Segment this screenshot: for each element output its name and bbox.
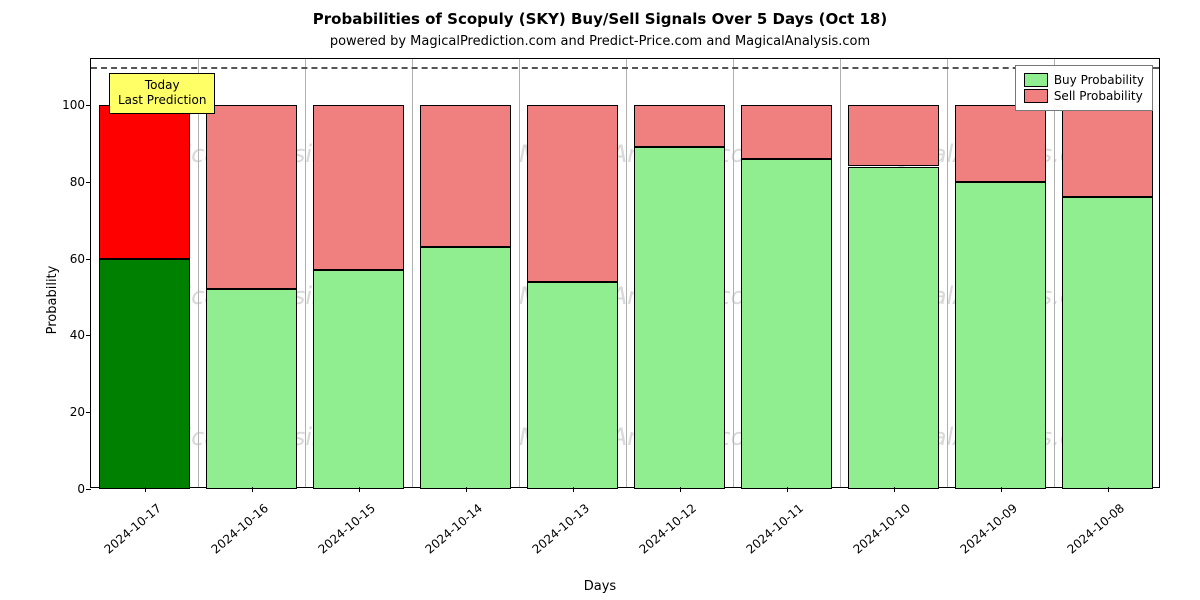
x-tick-mark	[252, 487, 253, 492]
bar-sell	[206, 105, 297, 289]
y-tick-label: 80	[49, 175, 85, 189]
gridline-vertical	[626, 59, 627, 487]
legend-label: Buy Probability	[1054, 73, 1144, 87]
y-tick-label: 100	[49, 98, 85, 112]
gridline-vertical	[840, 59, 841, 487]
x-tick-label: 2024-10-13	[521, 501, 591, 563]
annotation-today: TodayLast Prediction	[109, 73, 215, 114]
bar-buy	[206, 289, 297, 489]
plot-area: 020406080100MagicalAnalysis.comMagicalAn…	[90, 58, 1160, 488]
y-axis-label: Probability	[45, 266, 60, 335]
y-tick-label: 60	[49, 252, 85, 266]
x-tick-label: 2024-10-17	[93, 501, 163, 563]
bar-sell	[527, 105, 618, 282]
legend-swatch	[1024, 73, 1048, 87]
bar-buy	[420, 247, 511, 489]
bar-sell	[741, 105, 832, 159]
bar-sell	[313, 105, 404, 270]
gridline-vertical	[947, 59, 948, 487]
bar-sell	[848, 105, 939, 166]
x-tick-mark	[1001, 487, 1002, 492]
x-tick-mark	[894, 487, 895, 492]
gridline-vertical	[198, 59, 199, 487]
bar-sell	[1062, 105, 1153, 197]
legend: Buy Probability Sell Probability	[1015, 65, 1153, 111]
y-tick-mark	[86, 335, 91, 336]
x-axis-label: Days	[0, 579, 1200, 594]
bar-buy	[1062, 197, 1153, 489]
x-tick-mark	[680, 487, 681, 492]
y-tick-mark	[86, 105, 91, 106]
x-tick-label: 2024-10-10	[842, 501, 912, 563]
y-tick-mark	[86, 412, 91, 413]
y-tick-mark	[86, 489, 91, 490]
bar-buy	[99, 259, 190, 489]
annotation-line1: Today	[118, 78, 206, 94]
y-tick-mark	[86, 182, 91, 183]
x-tick-mark	[359, 487, 360, 492]
gridline-vertical	[305, 59, 306, 487]
bar-buy	[527, 282, 618, 489]
x-tick-label: 2024-10-16	[200, 501, 270, 563]
annotation-line2: Last Prediction	[118, 93, 206, 109]
chart-title: Probabilities of Scopuly (SKY) Buy/Sell …	[0, 10, 1200, 28]
gridline-vertical	[733, 59, 734, 487]
x-tick-mark	[145, 487, 146, 492]
gridline-vertical	[519, 59, 520, 487]
x-tick-mark	[466, 487, 467, 492]
bar-sell	[420, 105, 511, 247]
y-tick-label: 0	[49, 482, 85, 496]
bar-buy	[741, 159, 832, 489]
y-tick-label: 20	[49, 405, 85, 419]
bar-sell	[634, 105, 725, 147]
y-tick-label: 40	[49, 328, 85, 342]
bar-buy	[313, 270, 404, 489]
dashed-reference-line	[91, 67, 1159, 69]
legend-item: Sell Probability	[1024, 89, 1144, 103]
bar-sell	[955, 105, 1046, 182]
bar-buy	[955, 182, 1046, 489]
gridline-vertical	[412, 59, 413, 487]
x-tick-mark	[787, 487, 788, 492]
x-tick-label: 2024-10-11	[735, 501, 805, 563]
x-tick-label: 2024-10-12	[628, 501, 698, 563]
legend-swatch	[1024, 89, 1048, 103]
x-tick-mark	[573, 487, 574, 492]
legend-label: Sell Probability	[1054, 89, 1143, 103]
x-tick-label: 2024-10-09	[949, 501, 1019, 563]
bar-sell	[99, 105, 190, 259]
bar-buy	[848, 167, 939, 490]
legend-item: Buy Probability	[1024, 73, 1144, 87]
x-tick-label: 2024-10-08	[1056, 501, 1126, 563]
gridline-vertical	[1054, 59, 1055, 487]
x-tick-label: 2024-10-15	[307, 501, 377, 563]
bar-buy	[634, 147, 725, 489]
x-tick-label: 2024-10-14	[414, 501, 484, 563]
y-tick-mark	[86, 259, 91, 260]
chart-subtitle: powered by MagicalPrediction.com and Pre…	[0, 34, 1200, 49]
chart-container: Probabilities of Scopuly (SKY) Buy/Sell …	[0, 0, 1200, 600]
x-tick-mark	[1108, 487, 1109, 492]
